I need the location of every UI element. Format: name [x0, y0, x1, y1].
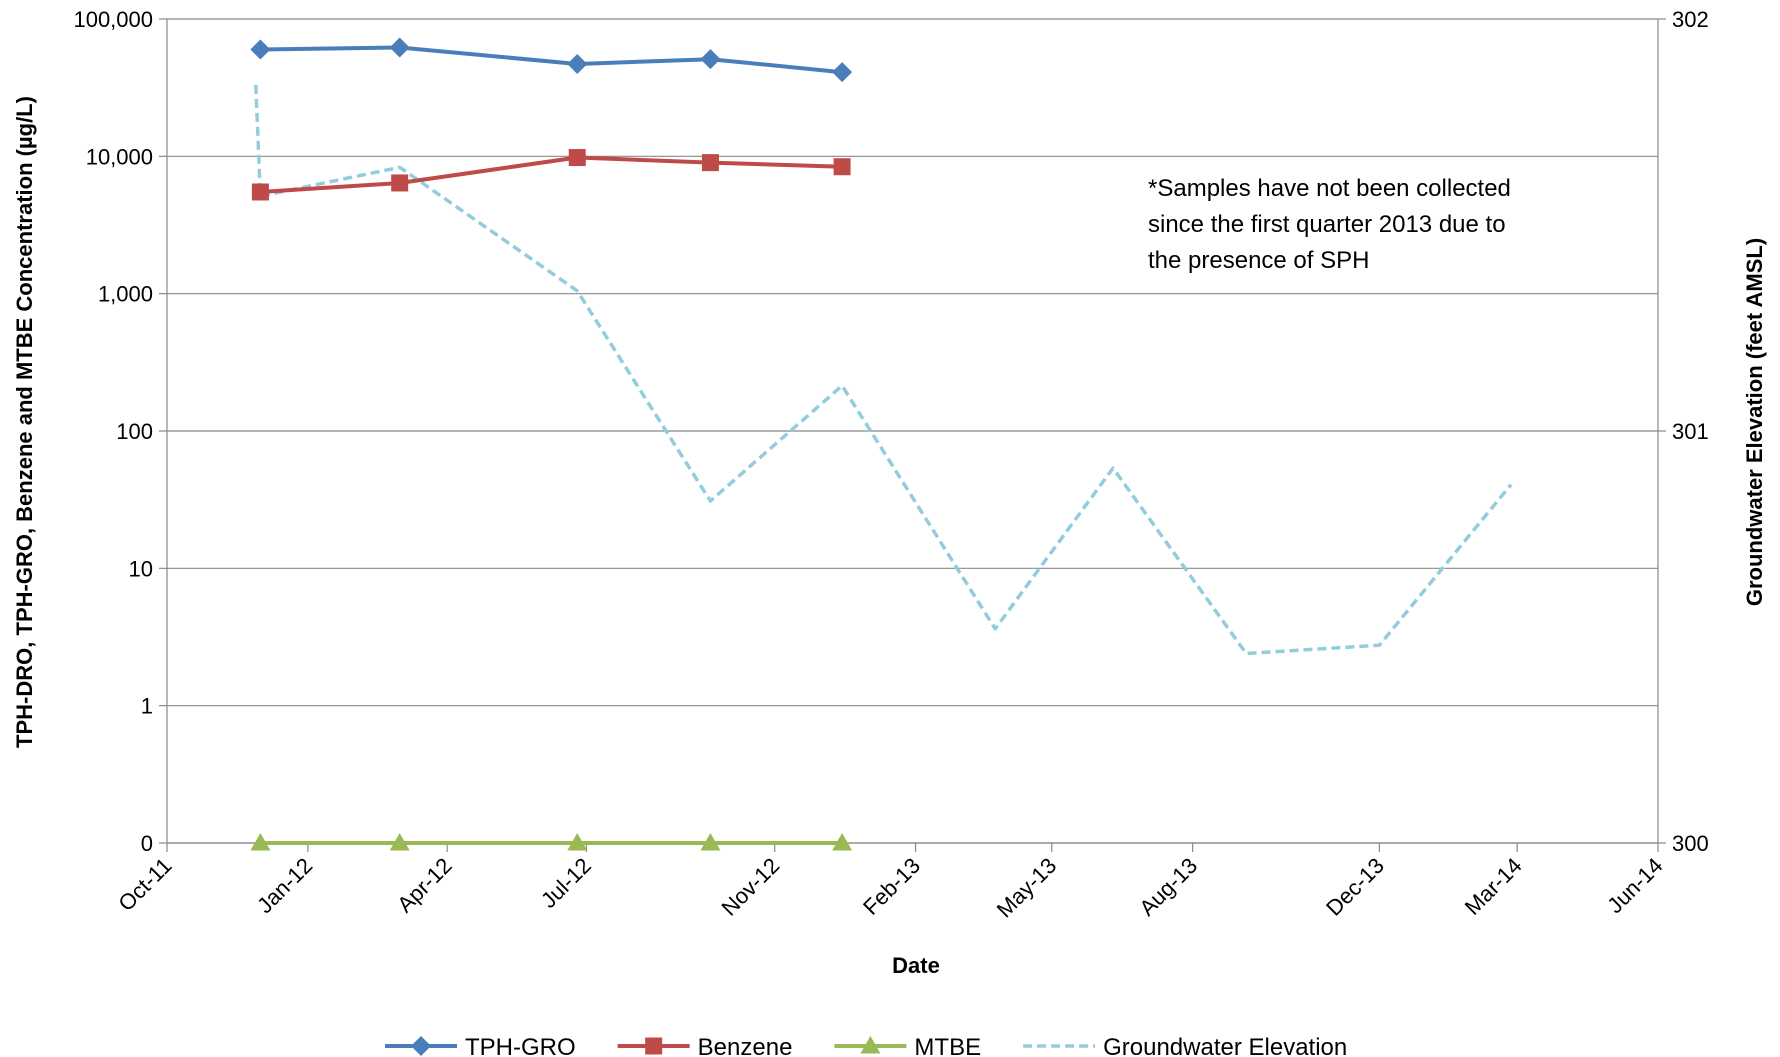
data-point-triangle — [389, 833, 410, 851]
series-mtbe — [250, 833, 853, 851]
legend: TPH-GRO Benzene MTBE Groundwater Elevation — [385, 1034, 1347, 1057]
x-tick-label: Oct-11 — [113, 853, 176, 916]
data-point-diamond — [700, 49, 721, 70]
x-tick-label: Apr-12 — [392, 853, 456, 917]
annotation-line: *Samples have not been collected — [1148, 175, 1511, 202]
data-point-diamond — [389, 37, 410, 58]
data-point-square — [645, 1037, 663, 1055]
x-tick-label: May-13 — [992, 853, 1062, 923]
data-point-diamond — [832, 62, 853, 83]
y-left-tick-label: 1,000 — [98, 282, 153, 307]
x-axis-title: Date — [892, 953, 940, 978]
legend-label: MTBE — [914, 1034, 981, 1057]
series-line — [254, 84, 1513, 656]
x-tick-label: Jul-12 — [536, 853, 596, 913]
series-line — [260, 155, 843, 194]
data-point-square — [251, 183, 269, 201]
legend-item: MTBE — [834, 1034, 981, 1057]
data-point-triangle — [700, 833, 721, 851]
legend-item: Groundwater Elevation — [1023, 1034, 1347, 1057]
y-left-tick-label: 1 — [141, 694, 153, 719]
x-tick-label: Jan-12 — [252, 853, 317, 918]
data-point-diamond — [567, 54, 588, 75]
grid — [167, 18, 1658, 844]
series-groundwater-elevation — [254, 84, 1513, 656]
y-axis-left-title: TPH-DRO, TPH-GRO, Benzene and MTBE Conce… — [12, 96, 37, 748]
y-right-tick-label: 300 — [1672, 831, 1709, 856]
data-point-square — [701, 154, 719, 172]
y-left-tick-label: 0 — [141, 831, 153, 856]
y-right-tick-label: 301 — [1672, 419, 1709, 444]
series-line — [260, 45, 843, 75]
annotation-line: since the first quarter 2013 due to — [1148, 211, 1506, 238]
y-left-tick-label: 100 — [116, 419, 153, 444]
data-point-diamond — [411, 1036, 431, 1056]
series-benzene — [251, 149, 851, 201]
y-right-tick-label: 302 — [1672, 7, 1709, 32]
data-point-square — [391, 174, 409, 192]
x-tick-label: Nov-12 — [716, 853, 784, 921]
data-point-triangle — [832, 833, 853, 851]
data-point-diamond — [250, 39, 271, 60]
data-point-triangle — [250, 833, 271, 851]
y-left-tick-label: 100,000 — [73, 7, 153, 32]
legend-item: Benzene — [617, 1034, 793, 1057]
annotation-line: the presence of SPH — [1148, 247, 1369, 274]
x-tick-label: Jun-14 — [1602, 853, 1667, 918]
axes — [159, 18, 1666, 852]
legend-label: Benzene — [698, 1034, 793, 1057]
y-left-tick-label: 10 — [129, 556, 153, 581]
legend-label: TPH-GRO — [465, 1034, 576, 1057]
data-point-triangle — [860, 1036, 881, 1054]
x-tick-label: Dec-13 — [1321, 853, 1389, 921]
y-axis-right-title: Groundwater Elevation (feet AMSL) — [1742, 238, 1767, 606]
x-tick-label: Aug-13 — [1134, 853, 1202, 921]
x-tick-label: Feb-13 — [858, 853, 925, 920]
data-point-square — [833, 158, 851, 176]
x-tick-label: Mar-14 — [1460, 853, 1527, 920]
data-point-triangle — [567, 833, 588, 851]
legend-item: TPH-GRO — [385, 1034, 576, 1057]
series-tph-gro — [250, 37, 853, 83]
series-lines — [250, 37, 1513, 851]
y-left-tick-label: 10,000 — [86, 144, 153, 169]
data-point-square — [568, 149, 586, 167]
annotation-note: *Samples have not been collected since t… — [1148, 175, 1518, 274]
legend-label: Groundwater Elevation — [1103, 1034, 1347, 1057]
